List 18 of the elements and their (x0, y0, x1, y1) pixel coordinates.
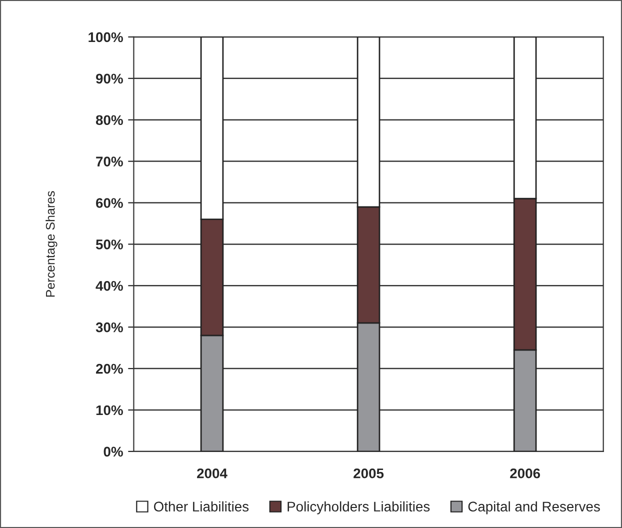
y-tick-label: 50% (96, 240, 123, 250)
x-tick-label: 2004 (197, 468, 228, 478)
y-tick-label: 30% (96, 322, 123, 332)
x-tick-label: 2006 (510, 468, 540, 478)
y-tick-label: 70% (96, 156, 123, 166)
y-tick-label: 40% (96, 280, 123, 291)
y-axis-title: Percentage Shares (46, 191, 58, 297)
y-tick-label: 0% (104, 446, 123, 457)
y-tick-label: 100% (88, 32, 123, 42)
y-tick-label: 10% (96, 405, 123, 416)
legend-label: Capital and Reserves (468, 501, 600, 514)
y-tick-label: 20% (96, 364, 123, 374)
y-tick-label: 60% (96, 198, 123, 208)
legend-label: Policyholders Liabilities (288, 501, 430, 514)
y-tick-label: 80% (96, 115, 123, 126)
y-tick-label: 90% (96, 74, 123, 84)
legend-label: Other Liabilities (154, 501, 249, 512)
x-tick-label: 2005 (354, 468, 384, 478)
